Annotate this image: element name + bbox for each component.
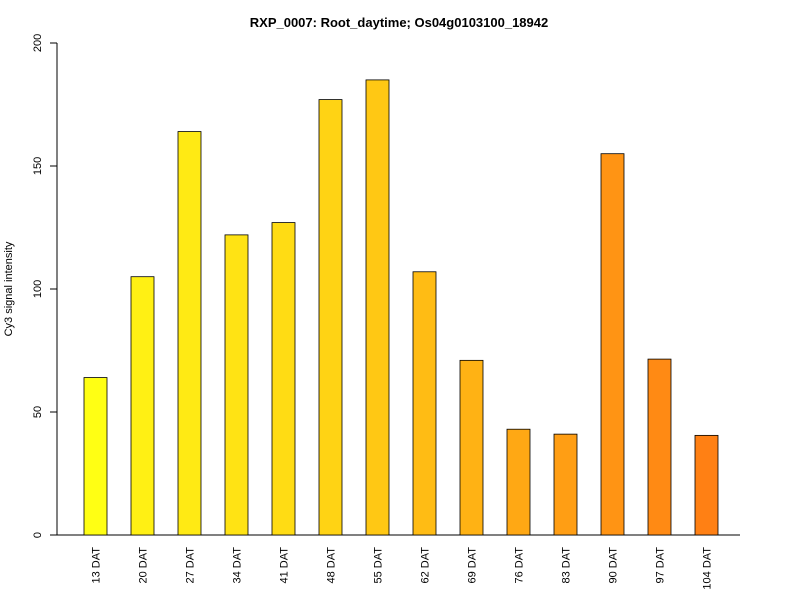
x-tick-label: 76 DAT	[514, 547, 526, 584]
bar-104-dat	[694, 434, 719, 536]
bar-62-dat	[412, 271, 437, 536]
bar-20-dat	[130, 276, 155, 536]
y-tick-label: 100	[32, 280, 44, 298]
y-axis-label: Cy3 signal intensity	[3, 241, 15, 336]
x-tick-label: 104 DAT	[702, 547, 714, 590]
x-tick-label: 48 DAT	[326, 547, 338, 584]
x-tick-label: 69 DAT	[467, 547, 479, 584]
x-tick-label: 55 DAT	[373, 547, 385, 584]
x-tick-label: 13 DAT	[91, 547, 103, 584]
chart-title: RXP_0007: Root_daytime; Os04g0103100_189…	[250, 15, 548, 30]
bar-41-dat	[271, 222, 296, 536]
bar-27-dat	[177, 131, 202, 536]
bar-34-dat	[224, 234, 249, 536]
bar-76-dat	[506, 428, 531, 536]
bar-97-dat	[647, 358, 672, 536]
y-tick-label: 150	[32, 157, 44, 175]
bar-55-dat	[365, 79, 390, 536]
x-tick-label: 34 DAT	[232, 547, 244, 584]
y-tick-label: 200	[32, 34, 44, 52]
bar-13-dat	[83, 377, 108, 536]
x-tick-label: 27 DAT	[185, 547, 197, 584]
y-tick-label: 50	[32, 406, 44, 418]
x-tick-label: 20 DAT	[138, 547, 150, 584]
bar-48-dat	[318, 99, 343, 536]
y-tick-label: 0	[32, 532, 44, 538]
bar-83-dat	[553, 433, 578, 536]
y-axis-ticks: 0 50 100 150 200	[32, 34, 57, 538]
bar-69-dat	[459, 359, 484, 536]
x-axis-tick-labels: 13 DAT 20 DAT 27 DAT 34 DAT 41 DAT 48 DAT 55 D…	[91, 547, 714, 590]
x-tick-label: 83 DAT	[561, 547, 573, 584]
x-tick-label: 62 DAT	[420, 547, 432, 584]
bar-90-dat	[600, 153, 625, 536]
x-tick-label: 41 DAT	[279, 547, 291, 584]
x-tick-label: 90 DAT	[608, 547, 620, 584]
x-tick-label: 97 DAT	[655, 547, 667, 584]
bars-group	[83, 79, 719, 536]
